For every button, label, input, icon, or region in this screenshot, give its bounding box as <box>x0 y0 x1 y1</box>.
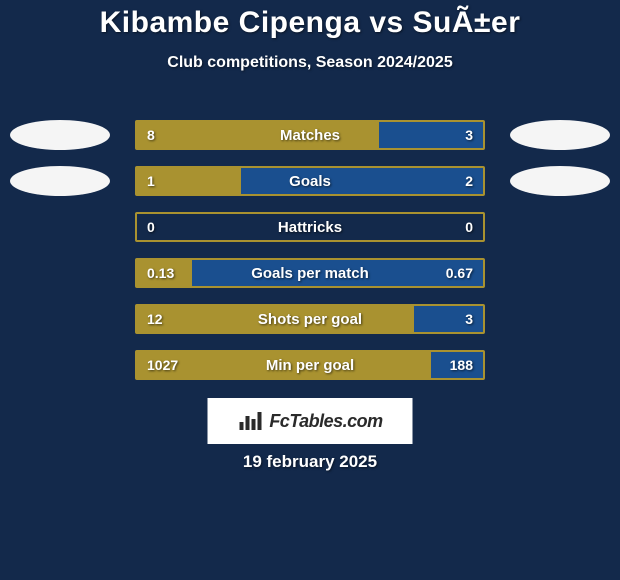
stat-bar-track: Hattricks0 0 <box>135 212 485 242</box>
bar-chart-icon <box>237 410 263 432</box>
stat-bar-right-fill <box>431 352 483 378</box>
stat-row: Goals12 <box>0 166 620 196</box>
stat-row: Hattricks0 0 <box>0 212 620 242</box>
page-subtitle: Club competitions, Season 2024/2025 <box>0 54 620 72</box>
stat-value-left: 0 <box>147 214 155 240</box>
stat-rows: Matches83 Goals12 Hattricks0 0 Goals per mat… <box>0 120 620 396</box>
footer-date: 19 february 2025 <box>0 452 620 472</box>
stat-row: Shots per goal123 <box>0 304 620 334</box>
branding-text: FcTables.com <box>269 411 382 432</box>
stat-bar-left-fill <box>137 306 414 332</box>
stat-bar-right-fill <box>414 306 483 332</box>
stat-row: Goals per match0.130.67 <box>0 258 620 288</box>
stat-bar-track: Goals per match0.130.67 <box>135 258 485 288</box>
stat-bar-track: Goals12 <box>135 166 485 196</box>
stat-bar-left-fill <box>137 168 241 194</box>
page-title: Kibambe Cipenga vs SuÃ±er <box>0 0 620 40</box>
stat-bar-track: Matches83 <box>135 120 485 150</box>
stat-row: Min per goal1027188 <box>0 350 620 380</box>
stat-bar-left-fill <box>137 122 379 148</box>
player-right-avatar <box>510 166 610 196</box>
branding-badge: FcTables.com <box>208 398 413 444</box>
stat-bar-right-fill <box>192 260 483 286</box>
stat-bar-left-fill <box>137 260 192 286</box>
stat-bar-left-fill <box>137 352 431 378</box>
player-right-avatar <box>510 120 610 150</box>
stat-row: Matches83 <box>0 120 620 150</box>
stat-bar-right-fill <box>379 122 483 148</box>
comparison-infographic: Kibambe Cipenga vs SuÃ±er Club competiti… <box>0 0 620 580</box>
player-left-avatar <box>10 120 110 150</box>
stat-value-right: 0 <box>465 214 473 240</box>
stat-bar-track: Min per goal1027188 <box>135 350 485 380</box>
stat-label: Hattricks <box>137 214 483 240</box>
player-left-avatar <box>10 166 110 196</box>
stat-bar-right-fill <box>241 168 483 194</box>
stat-bar-track: Shots per goal123 <box>135 304 485 334</box>
